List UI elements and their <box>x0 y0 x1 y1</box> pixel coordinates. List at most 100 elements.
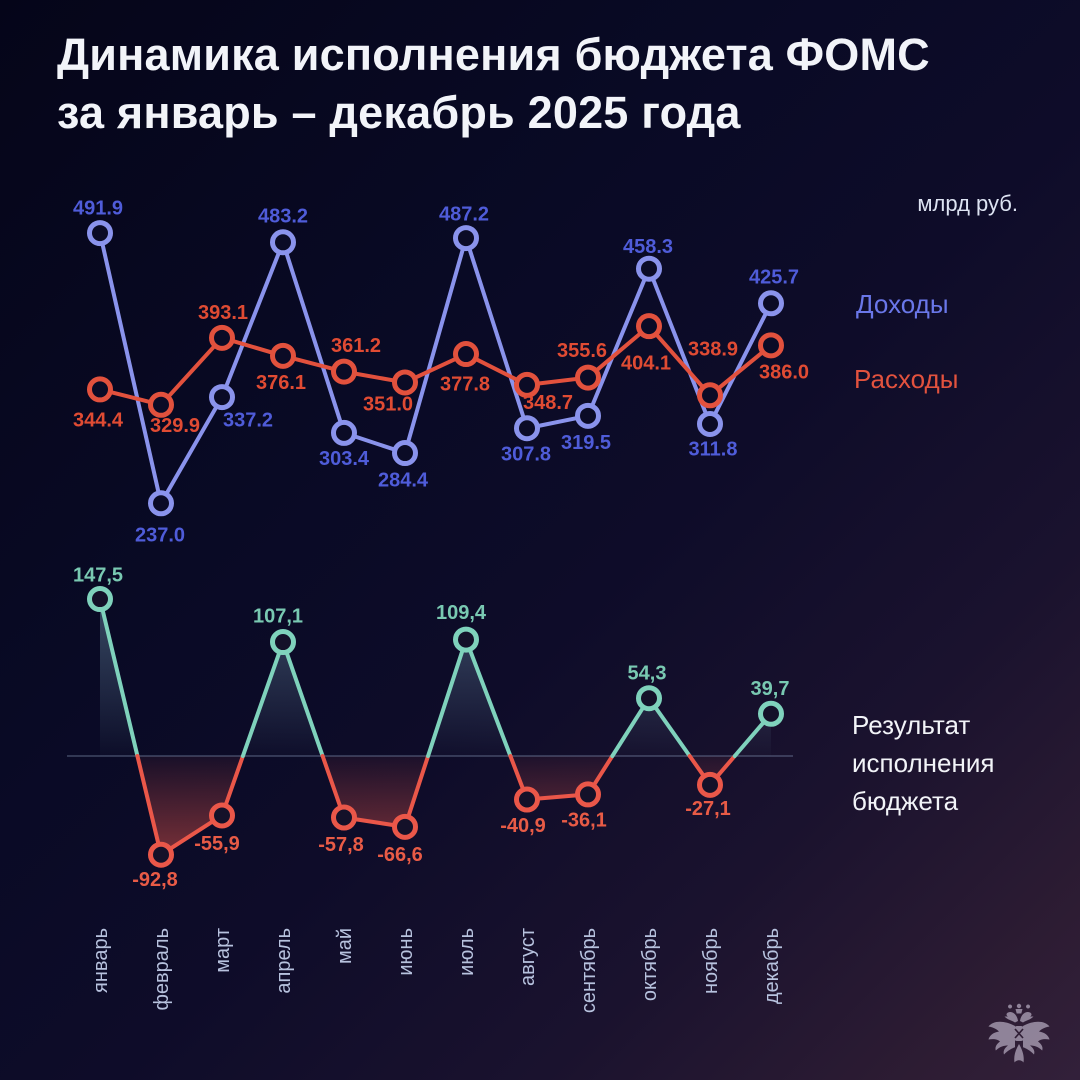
expenses-value-label: 404.1 <box>621 352 671 374</box>
expenses-point <box>758 332 784 359</box>
expenses-value-label: 338.9 <box>688 339 738 361</box>
month-label: апрель <box>273 928 295 994</box>
result-area-positive <box>612 698 690 756</box>
income-point <box>575 402 601 429</box>
income-point <box>697 410 723 437</box>
income-value-label: 237.0 <box>135 525 185 547</box>
result-value-label: 107,1 <box>253 605 303 627</box>
result-line-negative <box>320 754 431 829</box>
month-label: сентябрь <box>578 928 600 1013</box>
ministry-emblem-logo <box>988 1003 1050 1063</box>
income-value-label: 311.8 <box>689 438 738 460</box>
expenses-value-label: 351.0 <box>363 394 413 416</box>
month-label: июль <box>456 928 478 976</box>
income-point <box>87 220 113 247</box>
expenses-value-label: 329.9 <box>150 415 200 437</box>
result-value-label: 109,4 <box>436 602 487 624</box>
income-line <box>98 231 773 506</box>
expenses-point <box>514 371 540 398</box>
month-label: ноябрь <box>700 928 722 994</box>
result-point <box>514 786 540 813</box>
expenses-value-label: 361.2 <box>331 335 381 357</box>
result-area-negative <box>137 756 243 855</box>
income-point <box>148 490 174 517</box>
result-point <box>87 586 113 613</box>
result-value-label: 54,3 <box>628 663 667 685</box>
result-point <box>209 802 235 829</box>
income-value-label: 319.5 <box>561 432 611 454</box>
expenses-point <box>392 369 418 396</box>
income-value-label: 487.2 <box>439 203 489 225</box>
income-value-label: 284.4 <box>378 469 429 491</box>
result-point <box>636 685 662 712</box>
result-area-positive <box>428 639 511 756</box>
month-label: январь <box>90 928 112 993</box>
legend-result-label: Результат исполнения бюджета <box>852 710 995 816</box>
expenses-point <box>148 391 174 418</box>
month-label: май <box>334 928 356 964</box>
income-point <box>331 419 357 446</box>
result-point <box>392 813 418 840</box>
expenses-point <box>270 342 296 369</box>
result-value-label: -66,6 <box>377 844 423 866</box>
result-line-negative <box>135 754 245 857</box>
expenses-value-label: 376.1 <box>256 372 306 394</box>
income-value-label: 337.2 <box>223 409 273 431</box>
result-point <box>270 629 296 656</box>
result-area-negative <box>689 756 735 785</box>
income-point <box>636 255 662 282</box>
expenses-value-label: 386.0 <box>759 362 809 384</box>
result-point <box>697 771 723 798</box>
income-point <box>209 384 235 411</box>
income-point <box>392 440 418 467</box>
result-value-label: 147,5 <box>73 564 123 586</box>
result-value-label: -27,1 <box>685 798 731 820</box>
expenses-point <box>636 313 662 340</box>
result-value-label: -40,9 <box>500 815 546 837</box>
result-value-label: -36,1 <box>561 810 607 832</box>
month-label: октябрь <box>639 928 661 1001</box>
expenses-point <box>87 376 113 403</box>
expenses-value-label: 344.4 <box>73 410 124 432</box>
legend-expenses-label: Расходы <box>854 364 959 394</box>
result-area-positive <box>242 642 323 756</box>
income-value-label: 307.8 <box>501 444 551 466</box>
expenses-point <box>697 382 723 409</box>
result-point <box>575 781 601 808</box>
expenses-value-label: 355.6 <box>557 340 607 362</box>
expenses-point <box>575 364 601 391</box>
month-label: декабрь <box>761 928 783 1004</box>
shield-cross-detail <box>1014 1028 1024 1039</box>
result-point <box>331 804 357 831</box>
income-value-label: 458.3 <box>623 236 673 258</box>
month-label: август <box>517 928 539 986</box>
month-label: июнь <box>395 928 417 976</box>
expenses-value-label: 377.8 <box>440 373 490 395</box>
result-value-label: -55,9 <box>194 833 240 855</box>
result-line-positive <box>98 597 140 758</box>
result-point <box>453 626 479 653</box>
result-value-label: 39,7 <box>751 678 790 700</box>
month-label: февраль <box>151 928 173 1011</box>
page-title-line1: Динамика исполнения бюджета ФОМС <box>57 29 930 80</box>
income-point <box>453 225 479 252</box>
income-point <box>758 290 784 317</box>
expenses-point <box>209 324 235 351</box>
expenses-point <box>331 358 357 385</box>
month-label: март <box>212 928 234 973</box>
income-value-label: 303.4 <box>319 448 370 470</box>
income-value-label: 483.2 <box>258 206 308 228</box>
expenses-value-label: 393.1 <box>198 302 248 324</box>
income-point <box>514 415 540 442</box>
result-value-label: -92,8 <box>132 869 178 891</box>
expenses-value-label: 348.7 <box>523 392 573 414</box>
expenses-point <box>453 341 479 368</box>
page-title: Динамика исполнения бюджета ФОМС за янва… <box>57 26 930 142</box>
expenses-line <box>98 324 773 407</box>
unit-label: млрд руб. <box>917 191 1018 216</box>
result-value-label: -57,8 <box>318 834 364 856</box>
income-point <box>270 229 296 256</box>
page-title-line2: за январь – декабрь 2025 года <box>57 87 741 138</box>
